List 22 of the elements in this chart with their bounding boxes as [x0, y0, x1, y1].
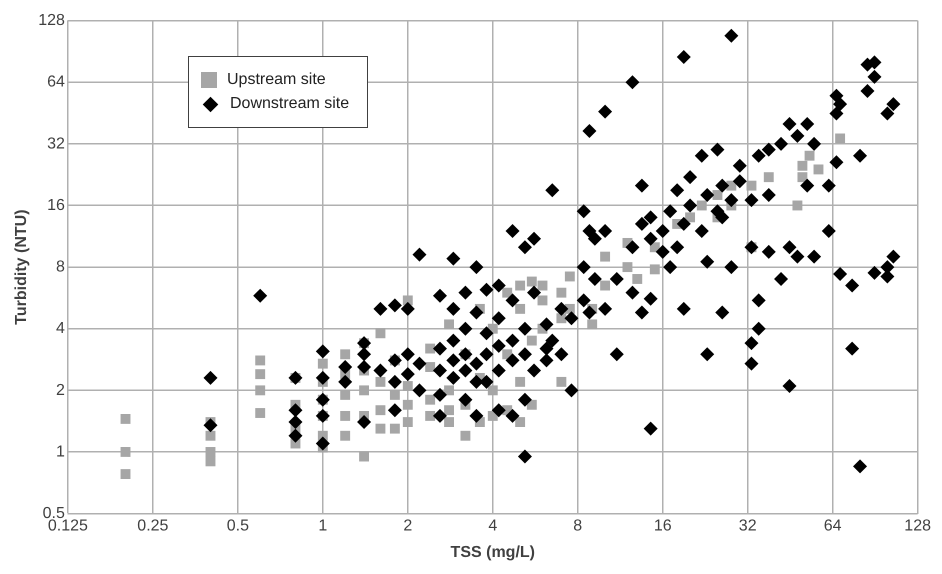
y-tick-label: 64	[47, 74, 65, 91]
x-tick-label: 128	[904, 518, 932, 535]
legend-label: Upstream site	[227, 71, 326, 89]
x-tick-label: 4	[488, 518, 498, 535]
y-tick-label: 4	[56, 320, 65, 338]
x-tick-label: 64	[824, 518, 842, 535]
y-tick-label: 32	[47, 135, 65, 152]
x-tick-label: 8	[573, 518, 582, 535]
x-axis-title: TSS (mg/L)	[450, 544, 535, 561]
y-axis-title: Turbidity (NTU)	[13, 209, 30, 325]
y-tick-label: 2	[56, 382, 65, 399]
x-tick-label: 2	[403, 518, 412, 535]
x-tick-label: 0.25	[137, 518, 169, 535]
y-tick-label: 128	[38, 12, 65, 30]
legend-label: Downstream site	[230, 95, 350, 113]
x-tick-label: 16	[654, 518, 672, 535]
x-tick-label: 1	[318, 518, 328, 535]
x-tick-label: 0.5	[226, 518, 250, 535]
y-tick-label: 16	[47, 196, 65, 214]
y-tick-label: 1	[56, 443, 65, 460]
x-tick-label: 32	[738, 518, 757, 535]
y-tick-label: 8	[56, 258, 65, 276]
